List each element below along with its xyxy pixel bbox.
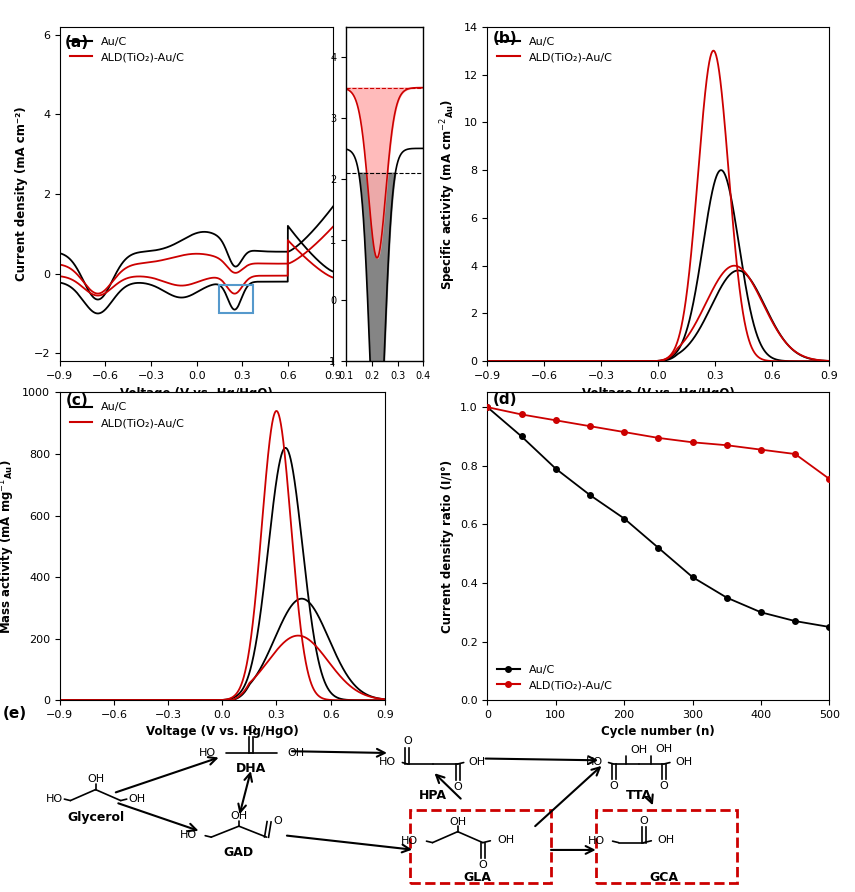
X-axis label: Voltage (V vs. Hg/HgO): Voltage (V vs. Hg/HgO) [582,386,734,400]
Text: HO: HO [401,836,418,846]
Y-axis label: Specific activity (mA cm$^{-2}$$_{\mathregular{Au}}$): Specific activity (mA cm$^{-2}$$_{\mathr… [439,98,458,290]
Text: O: O [610,780,618,791]
Legend: Au/C, ALD(TiO₂)-Au/C: Au/C, ALD(TiO₂)-Au/C [492,32,616,67]
Text: OH: OH [449,817,466,827]
Text: GLA: GLA [464,871,492,884]
Text: HO: HO [586,757,603,767]
Text: (d): (d) [492,392,517,408]
Text: (c): (c) [65,392,88,408]
Y-axis label: Current density (mA cm⁻²): Current density (mA cm⁻²) [15,107,28,281]
Text: OH: OH [655,744,672,755]
Text: TTA: TTA [626,789,652,802]
Legend: Au/C, ALD(TiO₂)-Au/C: Au/C, ALD(TiO₂)-Au/C [492,660,616,695]
Text: O: O [453,781,462,792]
Text: OH: OH [230,811,247,821]
X-axis label: Voltage (V vs. Hg/HgO): Voltage (V vs. Hg/HgO) [121,386,273,400]
Text: OH: OH [87,774,104,784]
Text: OH: OH [497,835,514,845]
Text: O: O [659,780,669,791]
Text: HO: HO [380,757,397,767]
Text: OH: OH [657,835,675,845]
FancyBboxPatch shape [410,810,551,883]
Text: O: O [274,815,282,826]
Text: OH: OH [630,745,647,756]
Text: HO: HO [199,748,216,758]
Legend: Au/C, ALD(TiO₂)-Au/C: Au/C, ALD(TiO₂)-Au/C [65,32,189,67]
Text: OH: OH [287,748,304,758]
Text: (e): (e) [3,706,27,722]
Y-axis label: Current density ratio (I/I°): Current density ratio (I/I°) [441,459,454,633]
Text: O: O [640,815,648,826]
FancyBboxPatch shape [596,810,737,883]
Text: OH: OH [128,794,145,804]
Text: OH: OH [469,757,486,767]
Y-axis label: Mass activity (mA mg$^{-1}$$_{\mathregular{Au}}$): Mass activity (mA mg$^{-1}$$_{\mathregul… [0,459,16,633]
Text: GAD: GAD [224,846,254,859]
Text: O: O [247,725,256,735]
Text: O: O [403,736,412,747]
Text: O: O [479,860,487,870]
Text: HO: HO [46,794,63,804]
Text: GCA: GCA [650,871,678,884]
Text: OH: OH [675,757,692,767]
X-axis label: Cycle number (n): Cycle number (n) [601,725,716,739]
Text: (a): (a) [64,35,89,50]
Legend: Au/C, ALD(TiO₂)-Au/C: Au/C, ALD(TiO₂)-Au/C [65,398,189,433]
Text: DHA: DHA [236,762,267,775]
Text: Glycerol: Glycerol [67,811,124,823]
X-axis label: Voltage (V vs. Hg/HgO): Voltage (V vs. Hg/HgO) [146,725,298,739]
Text: (b): (b) [493,31,517,46]
Text: HO: HO [587,836,604,846]
Text: HPA: HPA [419,789,446,802]
Bar [220,285,253,313]
Text: HO: HO [180,830,198,840]
